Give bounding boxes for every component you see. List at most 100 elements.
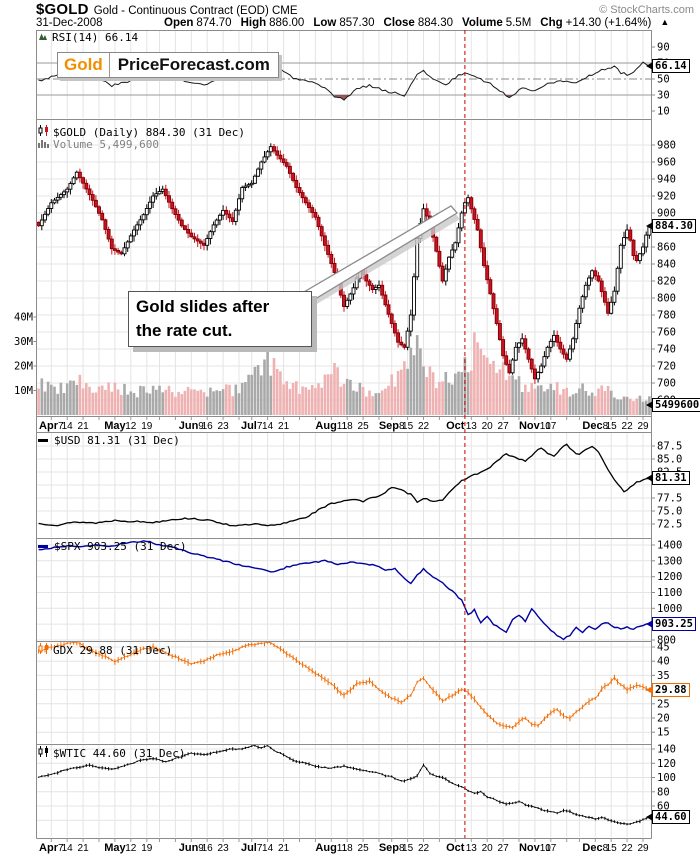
svg-text:14: 14	[262, 421, 274, 432]
svg-text:19: 19	[141, 843, 153, 854]
svg-text:22: 22	[418, 843, 430, 854]
svg-text:45: 45	[657, 642, 670, 654]
quote-date: 31-Dec-2008	[36, 17, 103, 29]
quote-close: Close 884.30	[383, 17, 454, 29]
svg-text:16: 16	[202, 843, 214, 854]
svg-text:25: 25	[657, 698, 670, 710]
svg-text:23: 23	[218, 843, 230, 854]
svg-text:90: 90	[657, 42, 670, 54]
svg-text:1400: 1400	[657, 540, 682, 552]
indicator-icon	[38, 31, 48, 44]
line-style-icon	[38, 540, 50, 553]
svg-text:1000: 1000	[657, 603, 682, 615]
watermark-site-text: PriceForecast.com	[117, 55, 270, 74]
svg-text:12: 12	[125, 421, 137, 432]
svg-text:80: 80	[657, 786, 670, 798]
symbol: $GOLD	[36, 1, 89, 18]
svg-text:21: 21	[278, 421, 290, 432]
svg-text:980: 980	[657, 140, 676, 152]
svg-text:15: 15	[402, 843, 414, 854]
stockcharts-credit: © StockCharts.com	[599, 4, 694, 16]
svg-text:780: 780	[657, 310, 676, 322]
svg-text:14: 14	[262, 843, 274, 854]
svg-text:21: 21	[278, 843, 290, 854]
svg-text:21: 21	[78, 421, 90, 432]
svg-text:17: 17	[545, 843, 557, 854]
svg-text:760: 760	[657, 327, 676, 339]
svg-text:10M: 10M	[14, 385, 33, 397]
svg-text:Jul7: Jul7	[241, 420, 263, 432]
svg-text:Apr7: Apr7	[39, 420, 64, 432]
line-style-icon	[38, 434, 50, 447]
svg-text:Dec8: Dec8	[582, 420, 608, 432]
svg-text:Oct: Oct	[446, 842, 465, 854]
watermark-gold-text: Gold	[58, 53, 110, 77]
svg-text:19: 19	[141, 421, 153, 432]
gdx-panel-label: GDX 29.88 (31 Dec)	[38, 643, 172, 657]
svg-text:13: 13	[466, 421, 478, 432]
svg-text:Aug11: Aug11	[315, 420, 347, 432]
svg-text:15: 15	[606, 421, 618, 432]
svg-text:35: 35	[657, 670, 670, 682]
svg-text:20: 20	[657, 713, 670, 725]
svg-text:Apr7: Apr7	[39, 842, 64, 854]
svg-text:13: 13	[466, 843, 478, 854]
svg-text:72.5: 72.5	[657, 519, 682, 531]
svg-text:50: 50	[657, 74, 670, 86]
svg-text:30: 30	[657, 90, 670, 102]
quote-open: Open 874.70	[164, 17, 232, 29]
svg-text:77.5: 77.5	[657, 493, 682, 505]
usd-value-tag: 81.31	[646, 471, 690, 485]
quote-volume: Volume 5.5M	[462, 17, 532, 29]
svg-text:May: May	[104, 420, 126, 432]
svg-text:Nov10: Nov10	[519, 420, 551, 432]
svg-text:Aug11: Aug11	[315, 842, 347, 854]
svg-text:15: 15	[657, 727, 670, 739]
quote-row: 31-Dec-2008 Open 874.70 High 886.00 Low 857.30…	[36, 17, 669, 29]
svg-text:21: 21	[78, 843, 90, 854]
gold-panel-label: $GOLD (Daily) 884.30 (31 Dec)	[38, 125, 245, 139]
wtic-panel-label: $WTIC 44.60 (31 Dec)	[38, 746, 185, 760]
svg-text:29: 29	[637, 843, 649, 854]
volume-value-tag: 5499600	[645, 398, 700, 412]
svg-text:27: 27	[498, 421, 510, 432]
svg-text:900: 900	[657, 208, 676, 220]
svg-text:Dec8: Dec8	[582, 842, 608, 854]
svg-text:960: 960	[657, 157, 676, 169]
svg-text:840: 840	[657, 259, 676, 271]
svg-text:860: 860	[657, 242, 676, 254]
gold-volume-label: Volume 5,499,600	[38, 138, 159, 151]
svg-text:720: 720	[657, 361, 676, 373]
svg-text:20: 20	[482, 843, 494, 854]
svg-text:20: 20	[482, 421, 494, 432]
rsi-panel-label: RSI(14) 66.14	[38, 31, 138, 44]
svg-text:Oct: Oct	[446, 420, 465, 432]
candlestick-icon	[38, 746, 49, 760]
usd-panel-label: $USD 81.31 (31 Dec)	[38, 434, 180, 447]
svg-text:800: 800	[657, 635, 676, 647]
svg-text:25: 25	[358, 843, 370, 854]
svg-text:25: 25	[358, 421, 370, 432]
svg-text:1300: 1300	[657, 555, 682, 567]
svg-text:800: 800	[657, 293, 676, 305]
svg-text:18: 18	[342, 843, 354, 854]
quote-change: Chg +14.30 (+1.64%)	[540, 17, 652, 29]
svg-text:10: 10	[657, 106, 670, 118]
svg-text:15: 15	[402, 421, 414, 432]
svg-text:Sep8: Sep8	[379, 842, 405, 854]
svg-text:Jun9: Jun9	[179, 842, 205, 854]
quote-low: Low 857.30	[313, 17, 375, 29]
svg-text:May: May	[104, 842, 126, 854]
svg-text:740: 740	[657, 344, 676, 356]
svg-text:1100: 1100	[657, 587, 682, 599]
svg-text:22: 22	[622, 843, 634, 854]
svg-text:85.0: 85.0	[657, 454, 682, 466]
svg-text:27: 27	[498, 843, 510, 854]
svg-text:700: 700	[657, 378, 676, 390]
svg-text:12: 12	[125, 843, 137, 854]
svg-text:15: 15	[606, 843, 618, 854]
wtic-value-tag: 44.60	[646, 810, 690, 824]
svg-text:40M: 40M	[14, 312, 33, 324]
svg-text:16: 16	[202, 421, 214, 432]
